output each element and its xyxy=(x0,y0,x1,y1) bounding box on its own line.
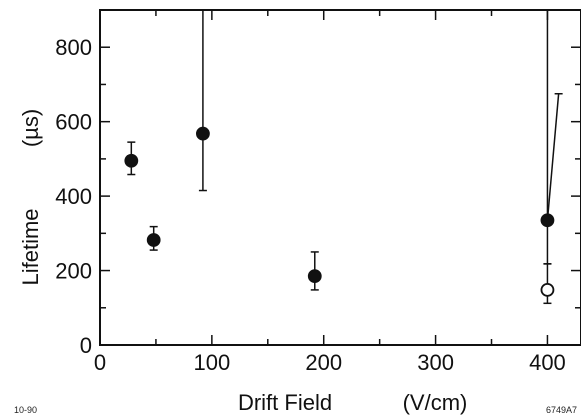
tick-labels: 0 100 200 300 400 0 200 400 600 800 xyxy=(55,35,566,375)
data-point xyxy=(124,153,139,168)
x-axis-unit: (V/cm) xyxy=(403,390,468,415)
data-point xyxy=(146,233,161,247)
y-tick-label: 200 xyxy=(55,259,92,284)
y-tick-label: 0 xyxy=(80,333,92,358)
figure-id-code: 6749A7 xyxy=(546,405,577,415)
data-point xyxy=(540,213,555,228)
plot-frame xyxy=(99,9,581,346)
data-marks xyxy=(124,10,563,305)
y-axis-unit: (µs) xyxy=(18,109,43,147)
data-point xyxy=(196,126,210,141)
x-tick-label: 100 xyxy=(194,350,231,375)
slanted-error-bar xyxy=(546,93,560,221)
x-tick-label: 0 xyxy=(94,350,106,375)
y-axis-title: Lifetime xyxy=(18,208,43,285)
axis-ticks xyxy=(99,9,581,346)
data-point xyxy=(307,269,322,284)
y-tick-label: 800 xyxy=(55,35,92,60)
x-axis-title: Drift Field xyxy=(238,390,332,415)
x-tick-label: 300 xyxy=(417,350,454,375)
data-point-open xyxy=(540,283,555,297)
figure-date-code: 10-90 xyxy=(14,405,37,415)
y-tick-label: 400 xyxy=(55,184,92,209)
y-tick-label: 600 xyxy=(55,110,92,135)
x-tick-label: 200 xyxy=(305,350,342,375)
x-tick-label: 400 xyxy=(529,350,566,375)
